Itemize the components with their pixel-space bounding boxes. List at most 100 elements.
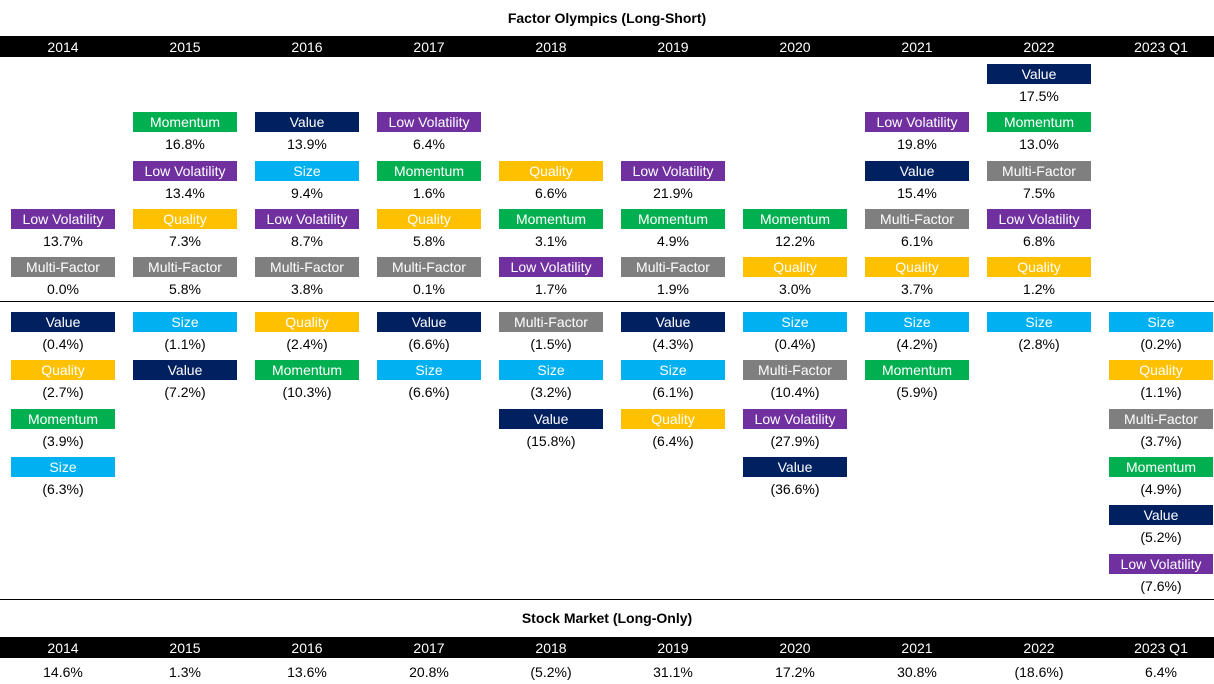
factor-label: Size bbox=[11, 456, 115, 477]
factor-value: 12.2% bbox=[775, 232, 815, 249]
divider bbox=[0, 301, 1214, 302]
factor-label: Quality bbox=[987, 257, 1091, 278]
market-return: 31.1% bbox=[653, 664, 693, 680]
factor-value: (1.1%) bbox=[1140, 384, 1182, 401]
market-return: 1.3% bbox=[169, 664, 201, 680]
factor-value: (5.9%) bbox=[896, 384, 938, 401]
factor-label: Low Volatility bbox=[11, 208, 115, 229]
factor-label: Value bbox=[865, 160, 969, 181]
factor-value: (4.9%) bbox=[1140, 480, 1182, 497]
factor-value: 1.6% bbox=[413, 184, 445, 201]
year-header: 2018 bbox=[535, 640, 567, 656]
year-header: 2015 bbox=[169, 640, 201, 656]
factor-value: (10.3%) bbox=[282, 384, 332, 401]
factor-label: Momentum bbox=[377, 160, 481, 181]
factor-label: Low Volatility bbox=[499, 257, 603, 278]
factor-label: Value bbox=[499, 408, 603, 429]
factor-value: 6.1% bbox=[901, 232, 933, 249]
factor-value: 0.1% bbox=[413, 281, 445, 298]
factor-value: 8.7% bbox=[291, 232, 323, 249]
factor-value: 19.8% bbox=[897, 136, 937, 153]
factor-label: Momentum bbox=[133, 112, 237, 133]
factor-label: Multi-Factor bbox=[743, 360, 847, 381]
factor-label: Quality bbox=[1109, 360, 1213, 381]
factor-value: (6.6%) bbox=[408, 384, 450, 401]
year-header: 2020 bbox=[779, 39, 811, 55]
factor-label: Multi-Factor bbox=[987, 160, 1091, 181]
factor-value: 3.0% bbox=[779, 281, 811, 298]
year-header: 2017 bbox=[413, 640, 445, 656]
factor-label: Momentum bbox=[621, 208, 725, 229]
factor-value: (0.4%) bbox=[42, 336, 84, 352]
factor-value: (7.2%) bbox=[164, 384, 206, 401]
factor-label: Multi-Factor bbox=[133, 257, 237, 278]
factor-label: Size bbox=[133, 312, 237, 332]
market-return: 14.6% bbox=[43, 664, 83, 680]
factor-value: 0.0% bbox=[47, 281, 79, 298]
factor-value: (6.4%) bbox=[652, 432, 694, 449]
factor-label: Low Volatility bbox=[987, 208, 1091, 229]
factor-label: Size bbox=[987, 312, 1091, 332]
factor-label: Multi-Factor bbox=[621, 257, 725, 278]
factor-value: (6.6%) bbox=[408, 336, 450, 352]
market-return: (18.6%) bbox=[1014, 664, 1064, 680]
factor-value: 6.6% bbox=[535, 184, 567, 201]
factor-label: Size bbox=[743, 312, 847, 332]
market-return: (5.2%) bbox=[530, 664, 572, 680]
year-header: 2022 bbox=[1023, 640, 1055, 656]
factor-value: 3.7% bbox=[901, 281, 933, 298]
factor-label: Low Volatility bbox=[865, 112, 969, 133]
factor-value: 7.5% bbox=[1023, 184, 1055, 201]
factor-value: 1.7% bbox=[535, 281, 567, 298]
year-header: 2020 bbox=[779, 640, 811, 656]
factor-value: 16.8% bbox=[165, 136, 205, 153]
factor-label: Size bbox=[255, 160, 359, 181]
divider bbox=[0, 599, 1214, 600]
factor-label: Momentum bbox=[11, 408, 115, 429]
factor-value: 15.4% bbox=[897, 184, 937, 201]
factor-value: 13.0% bbox=[1019, 136, 1059, 153]
factor-label: Multi-Factor bbox=[499, 312, 603, 332]
factor-label: Low Volatility bbox=[743, 408, 847, 429]
factor-label: Value bbox=[987, 64, 1091, 84]
factor-value: 7.3% bbox=[169, 232, 201, 249]
factor-label: Quality bbox=[621, 408, 725, 429]
factor-value: (4.3%) bbox=[652, 336, 694, 352]
factor-value: 4.9% bbox=[657, 232, 689, 249]
factor-value: 5.8% bbox=[169, 281, 201, 298]
factor-label: Momentum bbox=[743, 208, 847, 229]
year-header: 2023 Q1 bbox=[1134, 39, 1188, 55]
factor-value: 6.8% bbox=[1023, 232, 1055, 249]
factor-value: (2.8%) bbox=[1018, 336, 1060, 352]
factor-value: 9.4% bbox=[291, 184, 323, 201]
factor-value: (5.2%) bbox=[1140, 529, 1182, 546]
factor-value: (3.9%) bbox=[42, 432, 84, 449]
factor-value: (2.4%) bbox=[286, 336, 328, 352]
market-return: 13.6% bbox=[287, 664, 327, 680]
factor-value: 6.4% bbox=[413, 136, 445, 153]
year-header: 2014 bbox=[47, 640, 79, 656]
factor-value: (7.6%) bbox=[1140, 577, 1182, 594]
factor-label: Momentum bbox=[987, 112, 1091, 133]
factor-value: (3.7%) bbox=[1140, 432, 1182, 449]
market-return: 20.8% bbox=[409, 664, 449, 680]
factor-value: 13.4% bbox=[165, 184, 205, 201]
header-bar bbox=[0, 36, 1214, 57]
factor-value: 21.9% bbox=[653, 184, 693, 201]
header-bar bbox=[0, 637, 1214, 658]
year-header: 2017 bbox=[413, 39, 445, 55]
year-header: 2021 bbox=[901, 39, 933, 55]
factor-label: Size bbox=[865, 312, 969, 332]
factor-value: (1.1%) bbox=[164, 336, 206, 352]
year-header: 2016 bbox=[291, 39, 323, 55]
factor-label: Quality bbox=[499, 160, 603, 181]
factor-value: 13.9% bbox=[287, 136, 327, 153]
factor-label: Quality bbox=[865, 257, 969, 278]
factor-value: (4.2%) bbox=[896, 336, 938, 352]
factor-value: 13.7% bbox=[43, 232, 83, 249]
year-header: 2016 bbox=[291, 640, 323, 656]
factor-label: Low Volatility bbox=[377, 112, 481, 133]
factor-value: (2.7%) bbox=[42, 384, 84, 401]
factor-value: 1.9% bbox=[657, 281, 689, 298]
factor-label: Quality bbox=[255, 312, 359, 332]
